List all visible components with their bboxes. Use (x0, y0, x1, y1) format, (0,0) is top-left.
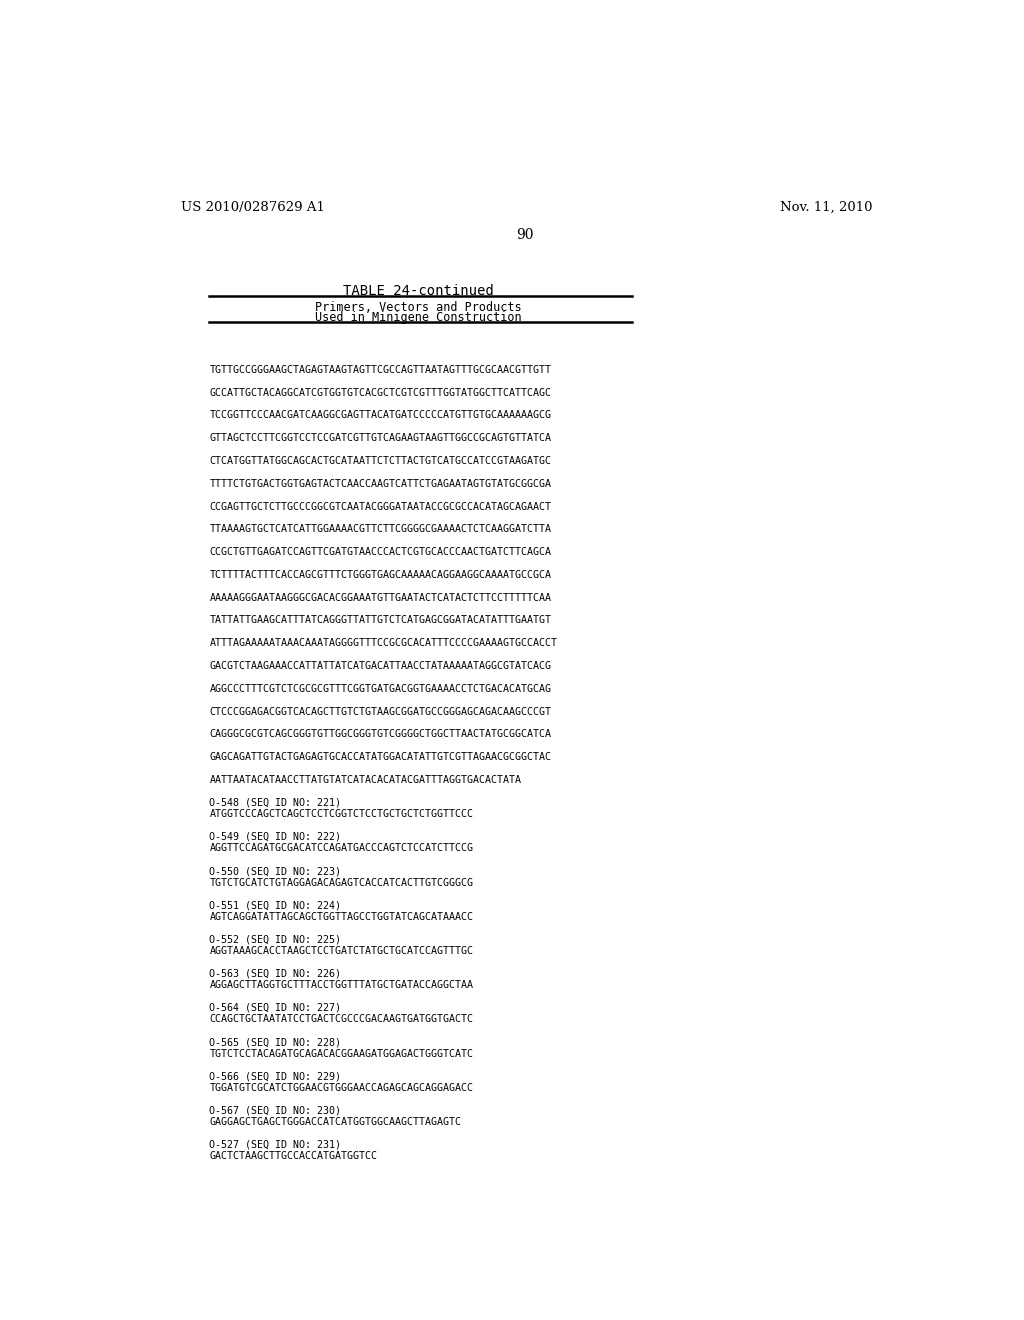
Text: O-548 (SEQ ID NO: 221): O-548 (SEQ ID NO: 221) (209, 797, 341, 808)
Text: GAGCAGATTGTACTGAGAGTGCACCATATGGACATATTGTCGTTAGAACGCGGCTAC: GAGCAGATTGTACTGAGAGTGCACCATATGGACATATTGT… (209, 752, 551, 762)
Text: AGGAGCTTAGGTGCTTTACCTGGTTTATGCTGATACCAGGCTAA: AGGAGCTTAGGTGCTTTACCTGGTTTATGCTGATACCAGG… (209, 981, 473, 990)
Text: O-564 (SEQ ID NO: 227): O-564 (SEQ ID NO: 227) (209, 1003, 341, 1012)
Text: CAGGGCGCGTCAGCGGGTGTTGGCGGGTGTCGGGGCTGGCTTAACTATGCGGCATCA: CAGGGCGCGTCAGCGGGTGTTGGCGGGTGTCGGGGCTGGC… (209, 730, 551, 739)
Text: GACTCTAAGCTTGCCACCATGATGGTCC: GACTCTAAGCTTGCCACCATGATGGTCC (209, 1151, 378, 1162)
Text: O-527 (SEQ ID NO: 231): O-527 (SEQ ID NO: 231) (209, 1139, 341, 1150)
Text: Primers, Vectors and Products: Primers, Vectors and Products (315, 301, 522, 314)
Text: CCGCTGTTGAGATCCAGTTCGATGTAACCCACTCGTGCACCCAACTGATCTTCAGCA: CCGCTGTTGAGATCCAGTTCGATGTAACCCACTCGTGCAC… (209, 546, 551, 557)
Text: CTCCCGGAGACGGTCACAGCTTGTCTGTAAGCGGATGCCGGGAGCAGACAAGCCCGT: CTCCCGGAGACGGTCACAGCTTGTCTGTAAGCGGATGCCG… (209, 706, 551, 717)
Text: US 2010/0287629 A1: US 2010/0287629 A1 (180, 201, 325, 214)
Text: O-565 (SEQ ID NO: 228): O-565 (SEQ ID NO: 228) (209, 1038, 341, 1047)
Text: GAGGAGCTGAGCTGGGACCATCATGGTGGCAAGCTTAGAGTC: GAGGAGCTGAGCTGGGACCATCATGGTGGCAAGCTTAGAG… (209, 1117, 462, 1127)
Text: TGTTGCCGGGAAGCTAGAGTAAGTAGTTCGCCAGTTAATAGTTTGCGCAACGTTGTT: TGTTGCCGGGAAGCTAGAGTAAGTAGTTCGCCAGTTAATA… (209, 364, 551, 375)
Text: O-563 (SEQ ID NO: 226): O-563 (SEQ ID NO: 226) (209, 969, 341, 978)
Text: TABLE 24-continued: TABLE 24-continued (343, 284, 494, 298)
Text: AATTAATACATAACCTTATGTATCATACACATACGATTTAGGTGACACTATA: AATTAATACATAACCTTATGTATCATACACATACGATTTA… (209, 775, 521, 785)
Text: O-566 (SEQ ID NO: 229): O-566 (SEQ ID NO: 229) (209, 1072, 341, 1081)
Text: AGGTAAAGCACCTAAGCTCCTGATCTATGCTGCATCCAGTTTGC: AGGTAAAGCACCTAAGCTCCTGATCTATGCTGCATCCAGT… (209, 946, 473, 956)
Text: GTTAGCTCCTTCGGTCCTCCGATCGTTGTCAGAAGTAAGTTGGCCGCAGTGTTATCA: GTTAGCTCCTTCGGTCCTCCGATCGTTGTCAGAAGTAAGT… (209, 433, 551, 444)
Text: O-551 (SEQ ID NO: 224): O-551 (SEQ ID NO: 224) (209, 900, 341, 911)
Text: TCCGGTTCCCAACGATCAAGGCGAGTTACATGATCCCCCATGTTGTGCAAAAAAGCG: TCCGGTTCCCAACGATCAAGGCGAGTTACATGATCCCCCA… (209, 411, 551, 420)
Text: Nov. 11, 2010: Nov. 11, 2010 (779, 201, 872, 214)
Text: CCAGCTGCTAATATCCTGACTCGCCCGACAAGTGATGGTGACTC: CCAGCTGCTAATATCCTGACTCGCCCGACAAGTGATGGTG… (209, 1014, 473, 1024)
Text: TATTATTGAAGCATTTATCAGGGTTATTGTCTCATGAGCGGATACATATTTGAATGT: TATTATTGAAGCATTTATCAGGGTTATTGTCTCATGAGCG… (209, 615, 551, 626)
Text: TGTCTGCATCTGTAGGAGACAGAGTCACCATCACTTGTCGGGCG: TGTCTGCATCTGTAGGAGACAGAGTCACCATCACTTGTCG… (209, 878, 473, 887)
Text: CTCATGGTTATGGCAGCACTGCATAATTCTCTTACTGTCATGCCATCCGTAAGATGC: CTCATGGTTATGGCAGCACTGCATAATTCTCTTACTGTCA… (209, 455, 551, 466)
Text: O-549 (SEQ ID NO: 222): O-549 (SEQ ID NO: 222) (209, 832, 341, 842)
Text: O-567 (SEQ ID NO: 230): O-567 (SEQ ID NO: 230) (209, 1106, 341, 1115)
Text: TGGATGTCGCATCTGGAACGTGGGAACCAGAGCAGCAGGAGACC: TGGATGTCGCATCTGGAACGTGGGAACCAGAGCAGCAGGA… (209, 1082, 473, 1093)
Text: O-550 (SEQ ID NO: 223): O-550 (SEQ ID NO: 223) (209, 866, 341, 876)
Text: TTAAAAGTGCTCATCATTGGAAAACGTTCTTCGGGGCGAAAACTCTCAAGGATCTTA: TTAAAAGTGCTCATCATTGGAAAACGTTCTTCGGGGCGAA… (209, 524, 551, 535)
Text: Used in Minigene Construction: Used in Minigene Construction (315, 312, 522, 323)
Text: ATGGTCCCAGCTCAGCTCCTCGGTCTCCTGCTGCTCTGGTTCCC: ATGGTCCCAGCTCAGCTCCTCGGTCTCCTGCTGCTCTGGT… (209, 809, 473, 820)
Text: AGGCCCTTTCGTCTCGCGCGTTTCGGTGATGACGGTGAAAACCTCTGACACATGCAG: AGGCCCTTTCGTCTCGCGCGTTTCGGTGATGACGGTGAAA… (209, 684, 551, 694)
Text: TGTCTCCTACAGATGCAGACACGGAAGATGGAGACTGGGTCATC: TGTCTCCTACAGATGCAGACACGGAAGATGGAGACTGGGT… (209, 1048, 473, 1059)
Text: GCCATTGCTACAGGCATCGTGGTGTCACGCTCGTCGTTTGGTATGGCTTCATTCAGC: GCCATTGCTACAGGCATCGTGGTGTCACGCTCGTCGTTTG… (209, 388, 551, 397)
Text: AGGTTCCAGATGCGACATCCAGATGACCCAGTCTCCATCTTCCG: AGGTTCCAGATGCGACATCCAGATGACCCAGTCTCCATCT… (209, 843, 473, 854)
Text: AGTCAGGATATTAGCAGCTGGTTAGCCTGGTATCAGCATAAACC: AGTCAGGATATTAGCAGCTGGTTAGCCTGGTATCAGCATA… (209, 912, 473, 921)
Text: ATTTAGAAAAATAAACAAATAGGGGTTTCCGCGCACATTTCCCCGAAAAGTGCCACCT: ATTTAGAAAAATAAACAAATAGGGGTTTCCGCGCACATTT… (209, 639, 557, 648)
Text: TTTTCTGTGACTGGTGAGTACTCAACCAAGTCATTCTGAGAATAGTGTATGCGGCGA: TTTTCTGTGACTGGTGAGTACTCAACCAAGTCATTCTGAG… (209, 479, 551, 488)
Text: GACGTCTAAGAAACCATTATTATCATGACATTAACCTATAAAAATAGGCGTATCACG: GACGTCTAAGAAACCATTATTATCATGACATTAACCTATA… (209, 661, 551, 671)
Text: AAAAAGGGAATAAGGGCGACACGGAAATGTTGAATACTCATACTCTTCCTTTTTCAA: AAAAAGGGAATAAGGGCGACACGGAAATGTTGAATACTCA… (209, 593, 551, 603)
Text: CCGAGTTGCTCTTGCCCGGCGTCAATACGGGATAATACCGCGCCACATAGCAGAACT: CCGAGTTGCTCTTGCCCGGCGTCAATACGGGATAATACCG… (209, 502, 551, 512)
Text: 90: 90 (516, 227, 534, 242)
Text: O-552 (SEQ ID NO: 225): O-552 (SEQ ID NO: 225) (209, 935, 341, 945)
Text: TCTTTTACTTTCACCAGCGTTTCTGGGTGAGCAAAAACAGGAAGGCAAAATGCCGCA: TCTTTTACTTTCACCAGCGTTTCTGGGTGAGCAAAAACAG… (209, 570, 551, 579)
